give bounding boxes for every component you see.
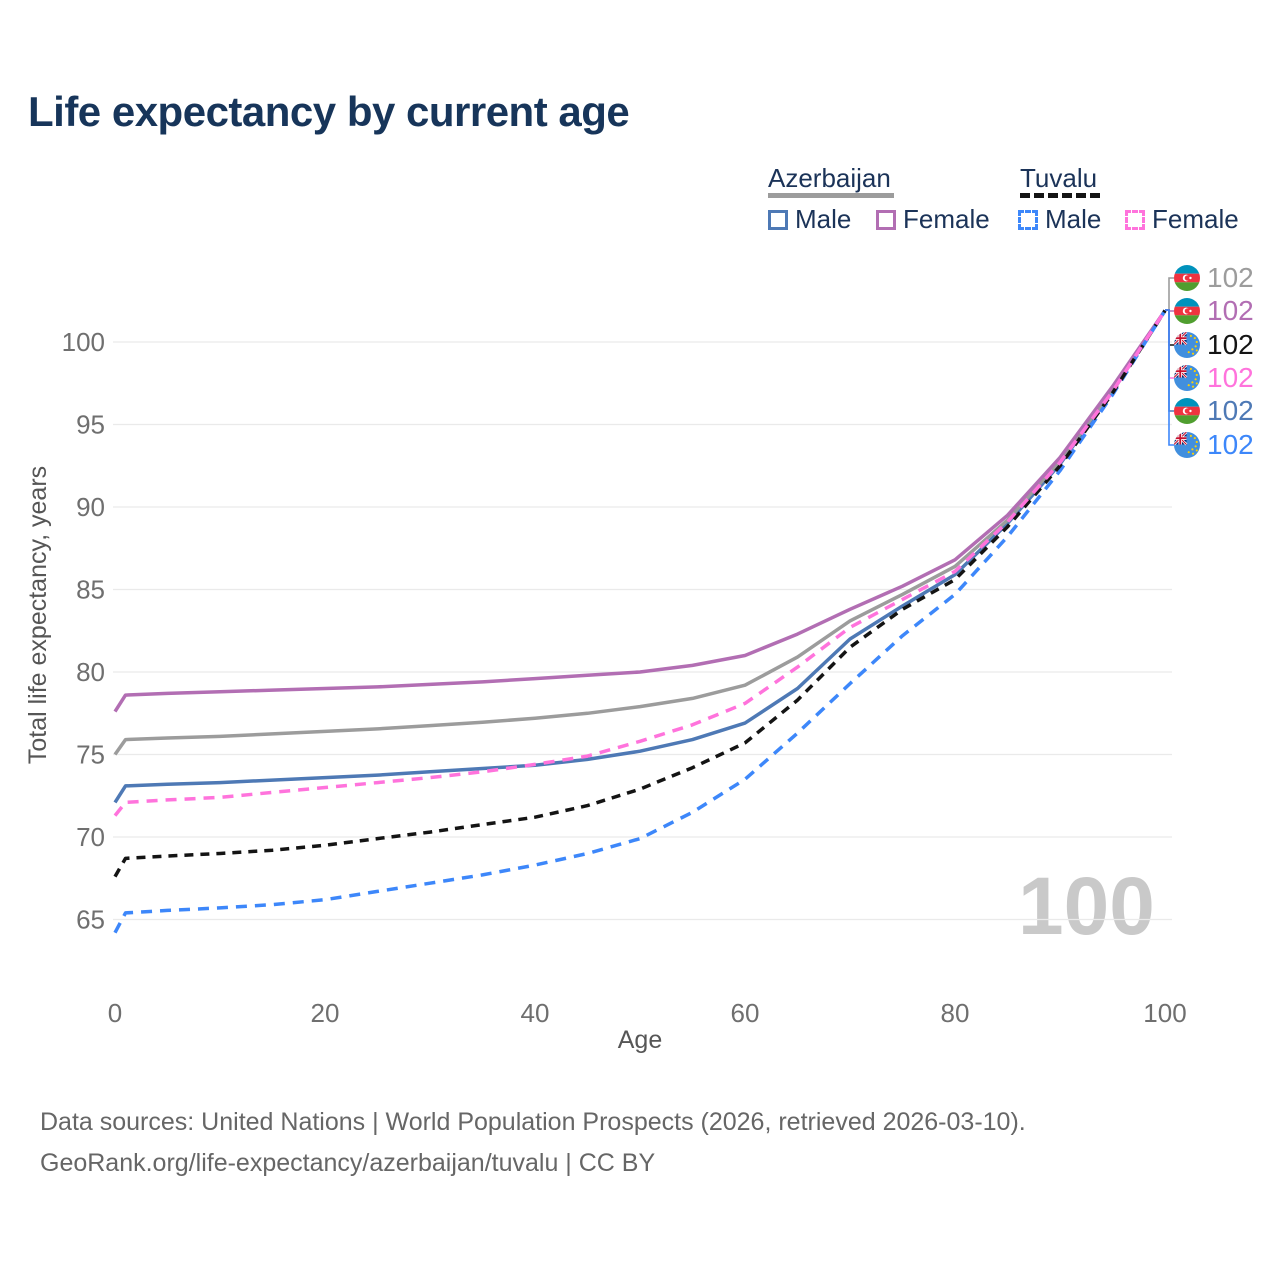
- legend-item-tuvalu-male: Male: [1018, 204, 1101, 235]
- source-url-line: GeoRank.org/life-expectancy/azerbaijan/t…: [40, 1149, 656, 1177]
- endpoint-label-tuvalu-5: 102: [1174, 429, 1254, 461]
- y-axis-title: Total life expectancy, years: [24, 466, 52, 764]
- tuvalu-female-swatch-icon: [1125, 209, 1145, 230]
- endpoint-label-azerbaijan-1: 102: [1174, 295, 1254, 327]
- endpoint-value: 102: [1207, 395, 1254, 426]
- svg-text:80: 80: [76, 657, 105, 687]
- tuvalu-flag-icon: [1174, 365, 1200, 391]
- svg-text:85: 85: [76, 575, 105, 605]
- legend-item-label: Male: [795, 204, 852, 234]
- svg-text:70: 70: [76, 822, 105, 852]
- svg-text:90: 90: [76, 492, 105, 522]
- svg-text:95: 95: [76, 410, 105, 440]
- callout-connectors: [1165, 277, 1174, 446]
- svg-text:0: 0: [108, 998, 122, 1028]
- svg-text:100: 100: [1143, 998, 1186, 1028]
- svg-text:75: 75: [76, 740, 105, 770]
- legend-item-tuvalu-female: Female: [1125, 204, 1239, 235]
- endpoint-value: 102: [1207, 295, 1254, 326]
- series-line-tuvalu-total: [113, 309, 1167, 878]
- endpoint-label-azerbaijan-0: 102: [1174, 262, 1254, 294]
- axis-ticks: 65 70 75 80 85 90 95 100 0 20 40 60 80 100: [62, 327, 1187, 1028]
- endpoint-label-tuvalu-2: 102: [1174, 329, 1254, 361]
- azerbaijan-female-swatch-icon: [876, 209, 896, 230]
- legend-item-label: Female: [903, 204, 990, 234]
- x-axis-title: Age: [618, 1026, 662, 1054]
- endpoint-value: 102: [1207, 362, 1254, 393]
- endpoint-label-tuvalu-3: 102: [1174, 362, 1254, 394]
- tuvalu-flag-icon: [1174, 332, 1200, 358]
- series-line-azerbaijan-male: [113, 309, 1167, 804]
- svg-text:20: 20: [311, 998, 340, 1028]
- azerbaijan-male-swatch-icon: [768, 209, 788, 230]
- svg-text:100: 100: [62, 327, 105, 357]
- legend-group-tuvalu: Tuvalu: [1020, 163, 1098, 193]
- series-line-azerbaijan-total: [113, 309, 1167, 756]
- azerbaijan-flag-icon: [1174, 265, 1200, 291]
- svg-text:80: 80: [941, 998, 970, 1028]
- azerbaijan-flag-icon: [1174, 398, 1200, 424]
- legend-item-label: Male: [1045, 204, 1102, 234]
- series-line-azerbaijan-female: [113, 309, 1167, 713]
- endpoint-label-azerbaijan-4: 102: [1174, 395, 1254, 427]
- gridlines: [113, 341, 1172, 921]
- page-title: Life expectancy by current age: [28, 88, 630, 135]
- svg-text:40: 40: [521, 998, 550, 1028]
- endpoint-value: 102: [1207, 329, 1254, 360]
- azerbaijan-flag-icon: [1174, 298, 1200, 324]
- data-sources-line: Data sources: United Nations | World Pop…: [40, 1108, 1026, 1136]
- series-lines: [113, 309, 1167, 934]
- source-attribution: Data sources: United Nations | World Pop…: [40, 1102, 1026, 1184]
- series-line-tuvalu-female: [113, 309, 1167, 817]
- age-frame-watermark: 100: [1018, 861, 1155, 952]
- svg-text:60: 60: [731, 998, 760, 1028]
- legend-azerbaijan-line-style: [768, 193, 894, 198]
- legend-item-azerbaijan-female: Female: [876, 204, 990, 235]
- legend-group-azerbaijan: Azerbaijan: [768, 163, 891, 193]
- legend-item-azerbaijan-male: Male: [768, 204, 851, 235]
- legend-item-label: Female: [1152, 204, 1239, 234]
- tuvalu-male-swatch-icon: [1018, 209, 1038, 230]
- tuvalu-flag-icon: [1174, 432, 1200, 458]
- series-line-tuvalu-male: [113, 309, 1167, 934]
- endpoint-value: 102: [1207, 429, 1254, 460]
- svg-text:65: 65: [76, 905, 105, 935]
- endpoint-value: 102: [1207, 262, 1254, 293]
- legend-tuvalu-line-style: [1020, 193, 1100, 198]
